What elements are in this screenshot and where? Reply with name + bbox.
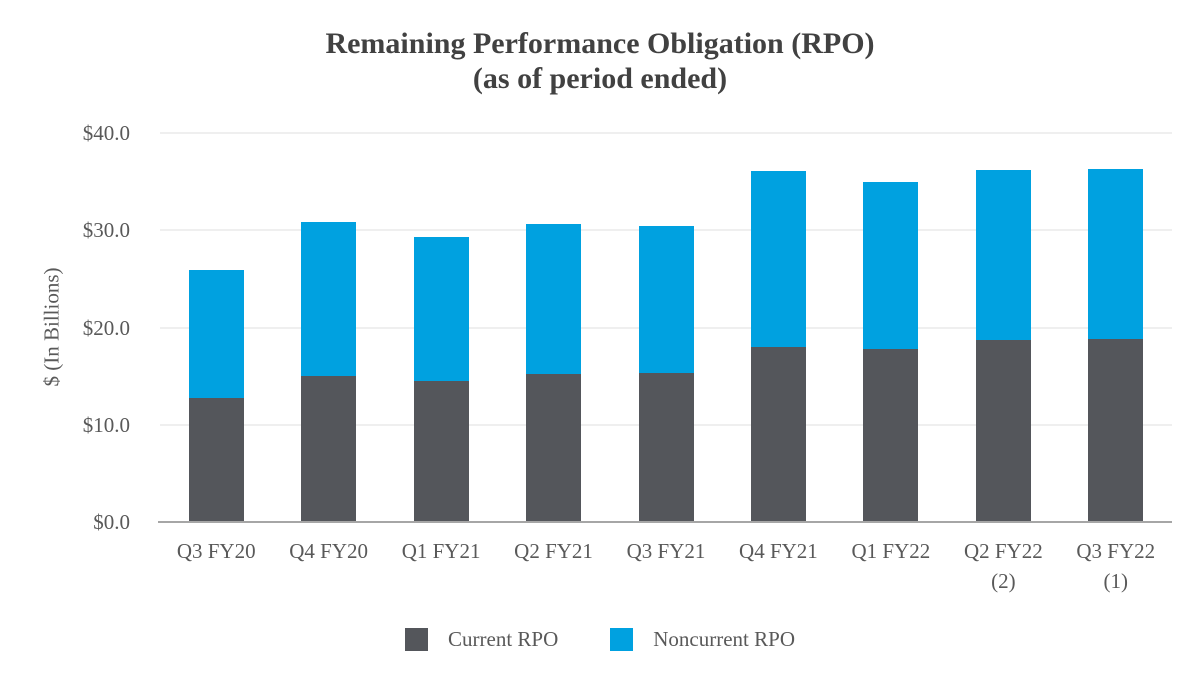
chart-subtitle: (as of period ended): [472, 62, 728, 95]
x-label-text: Q4 FY21: [739, 539, 818, 563]
legend-label-noncurrent-rpo: Noncurrent RPO: [653, 627, 795, 651]
legend-item-current-rpo: Current RPO: [405, 627, 558, 652]
x-label-text: Q3 FY22: [1076, 539, 1156, 563]
chart-title-block: Remaining Performance Obligation (RPO) (…: [0, 26, 1200, 96]
x-label-q3-fy21: Q3 FY21: [610, 536, 722, 566]
legend-swatch-current-rpo: [405, 628, 428, 651]
x-label-text: Q1 FY21: [401, 539, 481, 563]
x-label-footnote: (2): [991, 569, 1016, 593]
bar-current-rpo-q4-fy20: [301, 376, 357, 522]
legend-swatch-noncurrent-rpo: [610, 628, 634, 651]
y-tick-label-0: $0.0: [93, 510, 130, 534]
x-category-labels: Q3 FY20 Q4 FY20 Q1 FY21 Q2 FY21 Q3 FY21 Q4 FY…: [160, 536, 1172, 600]
x-label-q2-fy21: Q2 FY21: [497, 536, 609, 566]
x-label-q4-fy20: Q4 FY20: [272, 536, 384, 566]
y-tick-label-30: $30.0: [82, 218, 130, 243]
y-tick-label-40: $40.0: [82, 121, 130, 145]
bar-noncurrent-rpo-q4-fy21: [750, 170, 806, 347]
x-label-q3-fy20: Q3 FY20: [160, 536, 272, 566]
bar-noncurrent-rpo-q2-fy22: [975, 169, 1031, 341]
bar-noncurrent-rpo-q2-fy21: [526, 224, 582, 375]
bar-noncurrent-rpo-q3-fy21: [638, 226, 694, 374]
plot-area: [158, 132, 1172, 523]
y-tick-label-20: $20.0: [82, 315, 130, 340]
bar-noncurrent-rpo-q1-fy21: [413, 237, 469, 381]
bar-current-rpo-q2-fy21: [526, 374, 582, 522]
bar-current-rpo-q2-fy22: [975, 340, 1031, 522]
x-label-q1-fy22: Q1 FY22: [835, 536, 947, 566]
bar-noncurrent-rpo-q4-fy20: [301, 222, 357, 377]
bar-noncurrent-rpo-q3-fy22: [1088, 168, 1144, 340]
x-label-text: Q2 FY21: [514, 539, 593, 563]
bar-current-rpo-q4-fy21: [750, 346, 806, 522]
bar-current-rpo-q3-fy21: [638, 373, 694, 522]
chart-title: Remaining Performance Obligation (RPO): [325, 27, 875, 60]
x-label-text: Q3 FY21: [626, 539, 706, 563]
x-label-q2-fy22: Q2 FY22 (2): [947, 536, 1059, 596]
bar-current-rpo-q3-fy20: [188, 397, 244, 522]
bar-noncurrent-rpo-q3-fy20: [188, 270, 244, 398]
x-label-text: Q2 FY22: [963, 539, 1043, 563]
gridline-40: [160, 132, 1172, 134]
x-label-q4-fy21: Q4 FY21: [722, 536, 834, 566]
x-label-footnote: (1): [1103, 569, 1129, 593]
x-axis-line: [158, 521, 1172, 523]
legend-label-current-rpo: Current RPO: [448, 627, 559, 651]
x-label-q3-fy22: Q3 FY22 (1): [1060, 536, 1172, 596]
bar-current-rpo-q1-fy21: [413, 381, 469, 522]
x-label-q1-fy21: Q1 FY21: [385, 536, 497, 566]
x-label-text: Q3 FY20: [176, 539, 256, 563]
y-tick-label-10: $10.0: [82, 412, 130, 437]
chart-legend: Current RPO Noncurrent RPO: [0, 627, 1200, 652]
x-label-text: Q1 FY22: [851, 539, 931, 563]
bar-noncurrent-rpo-q1-fy22: [863, 181, 919, 349]
bar-current-rpo-q3-fy22: [1088, 339, 1144, 522]
legend-item-noncurrent-rpo: Noncurrent RPO: [610, 627, 795, 652]
bar-current-rpo-q1-fy22: [863, 348, 919, 522]
x-label-text: Q4 FY20: [289, 539, 369, 563]
